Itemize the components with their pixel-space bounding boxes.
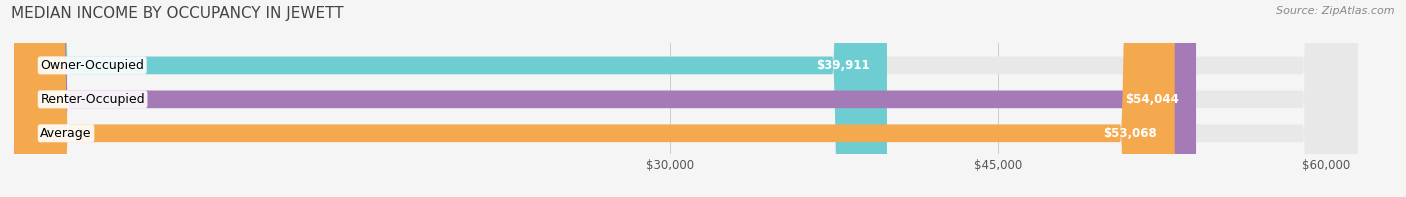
FancyBboxPatch shape [14,0,1358,197]
Text: MEDIAN INCOME BY OCCUPANCY IN JEWETT: MEDIAN INCOME BY OCCUPANCY IN JEWETT [11,6,344,21]
FancyBboxPatch shape [14,0,1358,197]
Text: $54,044: $54,044 [1125,93,1178,106]
FancyBboxPatch shape [14,0,887,197]
FancyBboxPatch shape [14,0,1175,197]
Text: Renter-Occupied: Renter-Occupied [41,93,145,106]
Text: Average: Average [41,127,91,140]
Text: Owner-Occupied: Owner-Occupied [41,59,145,72]
FancyBboxPatch shape [14,0,1358,197]
Text: $53,068: $53,068 [1104,127,1157,140]
Text: $39,911: $39,911 [815,59,869,72]
FancyBboxPatch shape [14,0,1197,197]
Text: Source: ZipAtlas.com: Source: ZipAtlas.com [1277,6,1395,16]
